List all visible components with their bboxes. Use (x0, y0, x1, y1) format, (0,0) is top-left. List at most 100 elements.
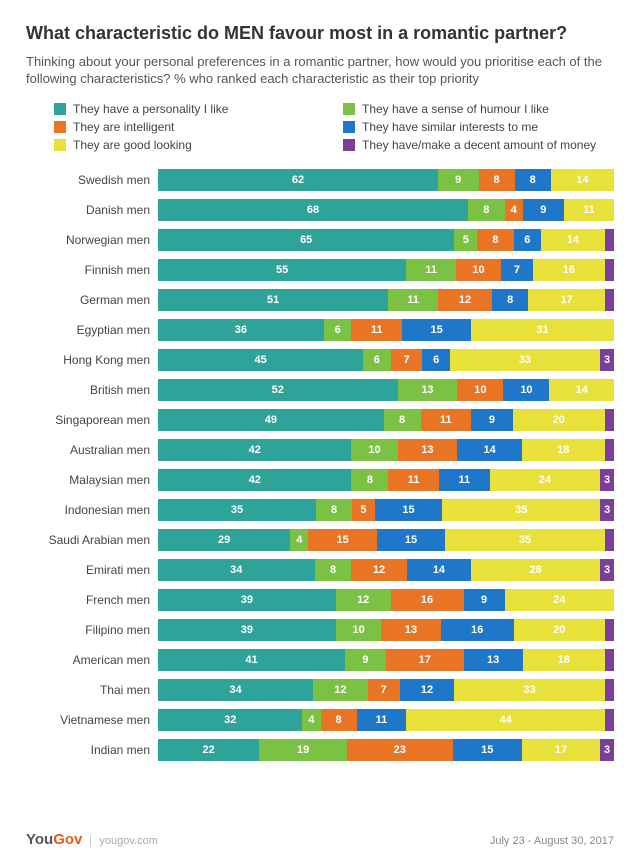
bar-segment: 8 (468, 199, 504, 221)
bar-segment: 68 (158, 199, 468, 221)
bar-segment: 44 (406, 709, 605, 731)
bar-segment: 8 (384, 409, 421, 431)
segment-value: 7 (381, 684, 387, 696)
stacked-bar: 32481144 (158, 709, 614, 731)
bar-segment: 15 (377, 529, 445, 551)
bar-segment: 49 (158, 409, 384, 431)
segment-value: 17 (560, 294, 572, 306)
segment-value: 16 (421, 594, 433, 606)
segment-value: 20 (553, 414, 565, 426)
segment-value: 32 (224, 714, 236, 726)
legend-item: They are intelligent (54, 120, 325, 134)
row-label: Egyptian men (26, 323, 158, 337)
segment-value: 12 (334, 684, 346, 696)
bar-segment: 35 (442, 499, 600, 521)
chart-row: Australian men4210131418 (26, 436, 614, 464)
legend-label: They have/make a decent amount of money (362, 138, 596, 152)
bar-segment: 39 (158, 589, 336, 611)
bar-segment: 7 (501, 259, 533, 281)
segment-value: 3 (604, 744, 610, 756)
bar-segment: 17 (522, 739, 600, 761)
bar-segment: 22 (158, 739, 259, 761)
segment-value: 11 (371, 324, 383, 336)
bar-segment: 62 (158, 169, 438, 191)
bar-segment: 51 (158, 289, 388, 311)
stacked-bar: 551110716 (158, 259, 614, 281)
bar-segment: 15 (375, 499, 443, 521)
segment-value: 14 (483, 444, 495, 456)
segment-value: 24 (553, 594, 565, 606)
segment-value: 11 (440, 414, 452, 426)
bar-segment (605, 649, 614, 671)
segment-value: 15 (431, 324, 443, 336)
chart-row: Malaysian men4281111243 (26, 466, 614, 494)
bar-segment (605, 439, 614, 461)
stacked-bar: 6558614 (158, 229, 614, 251)
segment-value: 44 (499, 714, 511, 726)
legend-item: They are good looking (54, 138, 325, 152)
bar-segment: 8 (351, 469, 388, 491)
bar-segment: 36 (158, 319, 324, 341)
bar-segment: 11 (388, 469, 439, 491)
bar-segment: 10 (457, 379, 503, 401)
legend-item: They have similar interests to me (343, 120, 614, 134)
stacked-bar: 3481214283 (158, 559, 614, 581)
bar-segment: 12 (400, 679, 455, 701)
row-label: Finnish men (26, 263, 158, 277)
bar-segment: 8 (316, 499, 352, 521)
bar-segment: 4 (505, 199, 523, 221)
row-label: French men (26, 593, 158, 607)
chart-row: French men391216924 (26, 586, 614, 614)
chart-row: Indian men22192315173 (26, 736, 614, 764)
stacked-bar: 3910131620 (158, 619, 614, 641)
segment-value: 5 (360, 504, 366, 516)
chart-title: What characteristic do MEN favour most i… (26, 22, 614, 45)
bar-segment: 32 (158, 709, 302, 731)
stacked-bar: 5213101014 (158, 379, 614, 401)
segment-value: 12 (357, 594, 369, 606)
segment-value: 34 (229, 684, 241, 696)
segment-value: 55 (276, 264, 288, 276)
segment-value: 8 (330, 564, 336, 576)
legend-item: They have a personality I like (54, 102, 325, 116)
row-label: Norwegian men (26, 233, 158, 247)
segment-value: 15 (337, 534, 349, 546)
bar-segment: 35 (445, 529, 605, 551)
brand-part1: You (26, 831, 53, 848)
bar-segment: 18 (522, 439, 605, 461)
legend-label: They have similar interests to me (362, 120, 538, 134)
segment-value: 13 (405, 624, 417, 636)
bar-segment (605, 679, 614, 701)
bar-segment: 13 (464, 649, 523, 671)
segment-value: 20 (553, 624, 565, 636)
segment-value: 16 (563, 264, 575, 276)
chart-row: Vietnamese men32481144 (26, 706, 614, 734)
stacked-bar: 294151535 (158, 529, 614, 551)
bar-segment: 45 (158, 349, 363, 371)
bar-segment: 8 (321, 709, 357, 731)
bar-segment: 6 (514, 229, 541, 251)
segment-value: 36 (235, 324, 247, 336)
segment-value: 6 (524, 234, 530, 246)
footer: YouGov yougov.com July 23 - August 30, 2… (26, 831, 614, 848)
row-label: British men (26, 383, 158, 397)
date-range: July 23 - August 30, 2017 (490, 835, 614, 847)
segment-value: 7 (403, 354, 409, 366)
bar-segment: 8 (492, 289, 528, 311)
segment-value: 35 (231, 504, 243, 516)
bar-segment: 33 (454, 679, 604, 701)
segment-value: 41 (245, 654, 257, 666)
row-label: Filipino men (26, 623, 158, 637)
chart-row: American men419171318 (26, 646, 614, 674)
bar-segment: 12 (351, 559, 406, 581)
bar-segment: 5 (352, 499, 375, 521)
bar-segment: 4 (302, 709, 320, 731)
stacked-bar: 366111531 (158, 319, 614, 341)
stacked-bar: 358515353 (158, 499, 614, 521)
legend-label: They are intelligent (73, 120, 174, 134)
legend-label: They have a personality I like (73, 102, 228, 116)
legend-label: They have a sense of humour I like (362, 102, 549, 116)
bar-segment: 6 (324, 319, 352, 341)
bar-segment: 65 (158, 229, 454, 251)
segment-value: 35 (515, 504, 527, 516)
